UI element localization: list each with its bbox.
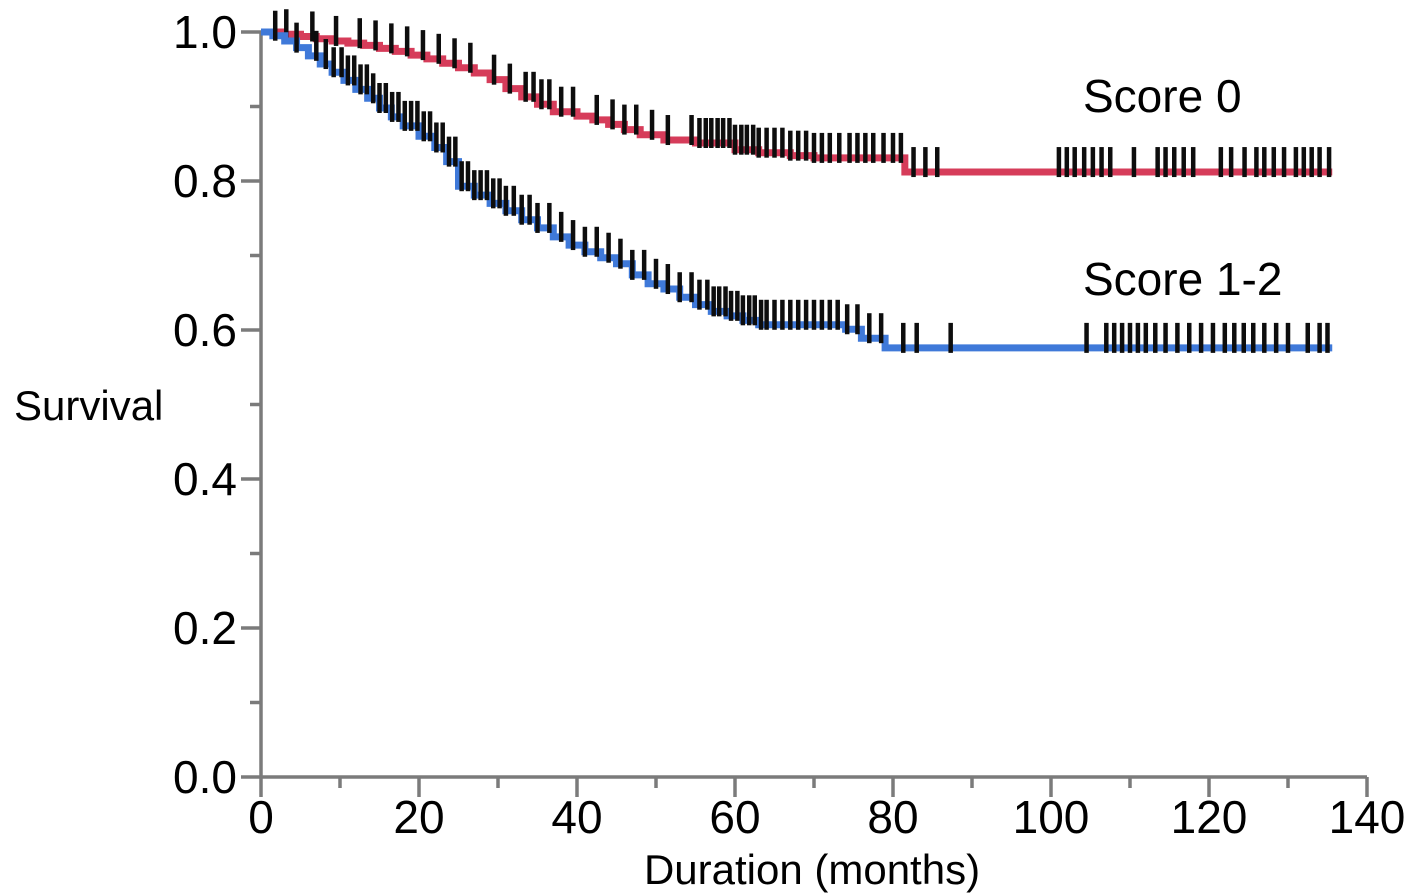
x-tick-label: 60: [709, 791, 760, 843]
y-tick-label: 0.2: [173, 602, 237, 654]
x-tick-label: 100: [1013, 791, 1090, 843]
x-tick-label: 80: [867, 791, 918, 843]
series-label-score-0: Score 0: [1083, 70, 1242, 122]
x-tick-label: 40: [551, 791, 602, 843]
x-tick-label: 140: [1329, 791, 1406, 843]
series-layer: [261, 9, 1333, 353]
y-tick-label: 0.6: [173, 304, 237, 356]
x-axis-title: Duration (months): [644, 846, 980, 893]
x-tick-label: 0: [248, 791, 274, 843]
y-tick-label: 0.8: [173, 155, 237, 207]
score-1-2-censor-ticks: [272, 10, 1330, 353]
axes-layer: 0.0 0.2 0.4 0.6 0.8 1.0 0 20 40 60 80 100 120 140: [173, 6, 1405, 843]
x-tick-label: 20: [393, 791, 444, 843]
x-tick-label: 120: [1171, 791, 1248, 843]
y-axis-title: Survival: [14, 382, 163, 429]
series-label-score-1-2: Score 1-2: [1083, 253, 1282, 305]
y-tick-label: 0.0: [173, 751, 237, 803]
y-tick-label: 0.4: [173, 453, 237, 505]
y-tick-label: 1.0: [173, 6, 237, 58]
score-0-censor-ticks: [284, 9, 1332, 178]
